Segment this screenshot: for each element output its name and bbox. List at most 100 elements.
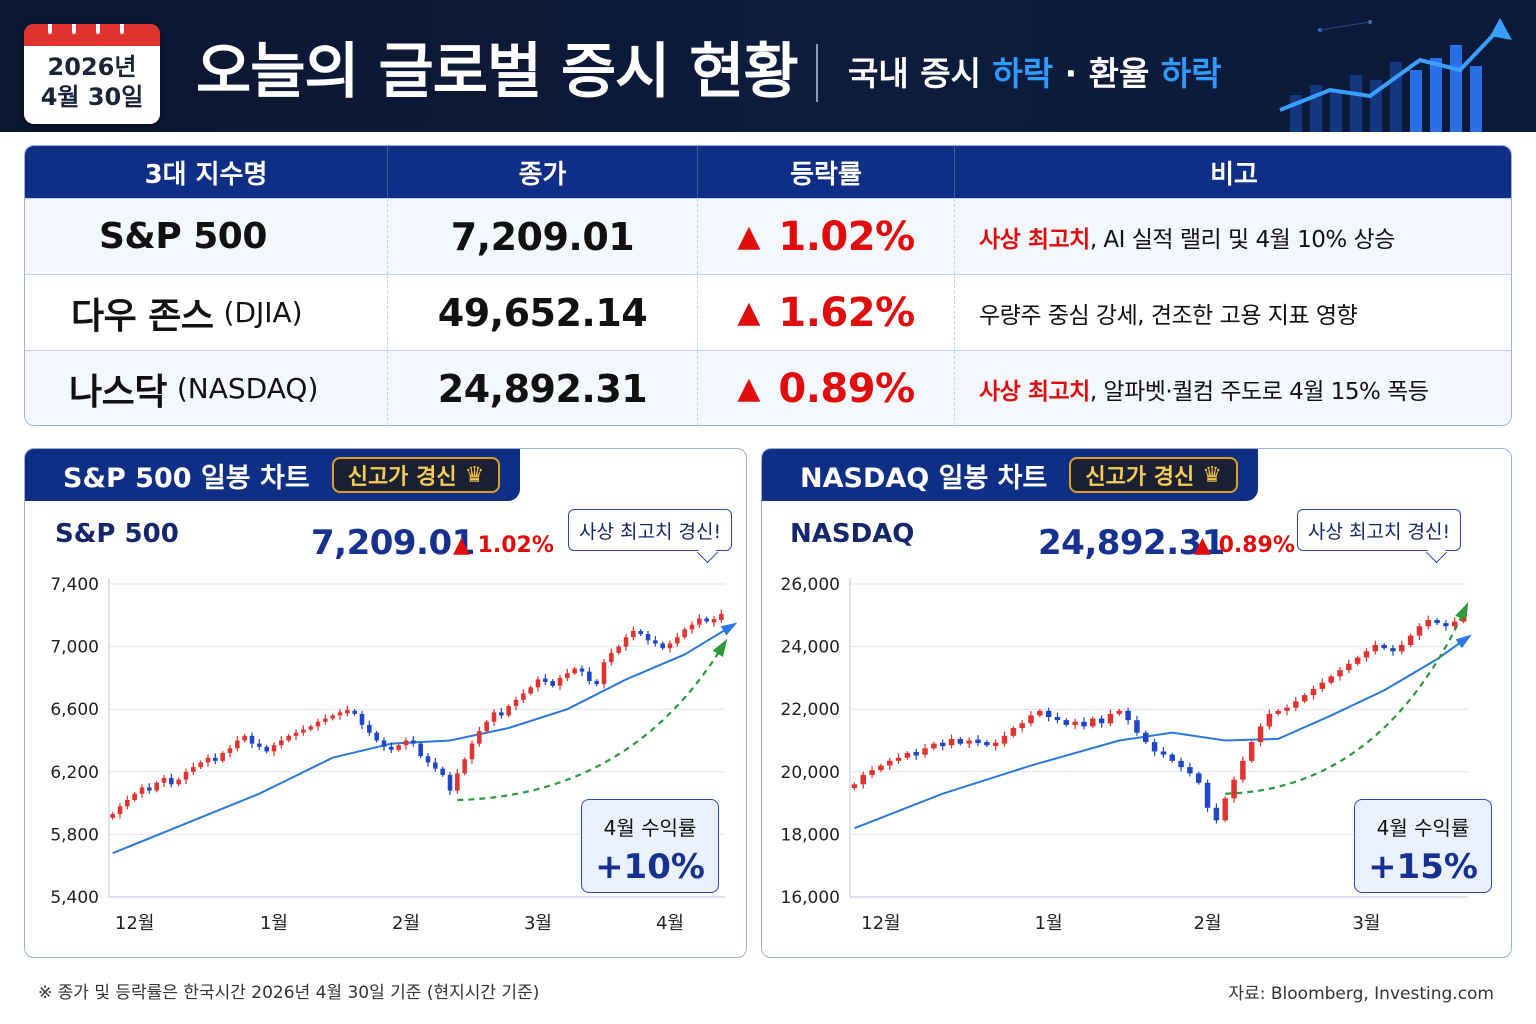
calendar-year: 2026년 (47, 53, 137, 81)
candle (491, 712, 497, 722)
x-tick-label: 4월 (656, 913, 684, 934)
x-tick-label: 1월 (1035, 913, 1063, 934)
candle (484, 721, 489, 732)
y-tick-label: 24,000 (781, 638, 840, 658)
close-cell: 7,209.01 (387, 199, 697, 274)
candle (1187, 767, 1193, 774)
new-high-badge: 신고가 경신 ♛ (331, 457, 501, 493)
x-tick-label: 4월 (1511, 913, 1512, 934)
y-tick-label: 18,000 (781, 825, 840, 845)
candle (1372, 645, 1379, 652)
page-title: 오늘의 글로벌 증시 현황 (196, 37, 799, 107)
candle (1452, 621, 1458, 627)
candle (257, 743, 262, 747)
moving-average-line (854, 639, 1465, 830)
candle (1460, 618, 1467, 622)
chart-price: 7,209.01 (311, 523, 475, 563)
candle (1337, 670, 1343, 677)
candle (176, 779, 181, 785)
y-tick-label: 16,000 (781, 888, 840, 908)
y-tick-label: 5,400 (50, 888, 99, 908)
candle (242, 735, 247, 741)
candle (396, 745, 401, 750)
ma-arrowhead (720, 622, 738, 636)
candle (528, 687, 533, 694)
index-name-cell: 나스닥 (NASDAQ) (25, 351, 387, 425)
candle (1319, 682, 1326, 689)
candle (154, 782, 159, 791)
candle (345, 709, 350, 714)
candle (860, 774, 866, 785)
subtitle-part1: 국내 증시 (848, 54, 993, 93)
chart-index-label: S&P 500 (55, 519, 179, 549)
candle (227, 748, 233, 754)
up-arrow-icon: ▲ (737, 371, 761, 406)
up-arrow-icon: ▲ (737, 295, 761, 330)
x-tick-label: 3월 (1352, 913, 1380, 934)
candle (1381, 645, 1387, 649)
candle (359, 713, 365, 725)
candle (1284, 707, 1290, 711)
candle (110, 814, 115, 818)
candle (513, 699, 519, 707)
candle (1354, 657, 1361, 664)
candle (878, 765, 884, 771)
chart-index-label: NASDAQ (790, 519, 915, 549)
source-credit: 자료: Bloomberg, Investing.com (1228, 984, 1494, 1004)
candle (638, 630, 643, 635)
candle (565, 673, 570, 678)
rising-bars-decoration (1279, 18, 1512, 132)
index-name: 나스닥 (69, 371, 167, 413)
candle (1143, 732, 1149, 743)
calendar-icon: 2026년 4월 30일 (24, 24, 160, 124)
y-tick-label: 20,000 (781, 763, 840, 783)
candle (535, 679, 541, 688)
candle (1416, 626, 1423, 636)
sp500-candlestick-chart: 7,400 7,000 6,600 6,200 5,800 5,400 12월 1월 2월 3월 4… (50, 575, 738, 934)
column-header-close: 종가 (387, 146, 697, 198)
candle (645, 634, 651, 641)
moving-average-line (112, 626, 730, 855)
return-value: +10% (595, 847, 705, 887)
candle (462, 759, 467, 774)
candle (433, 762, 438, 769)
candle (1160, 751, 1167, 755)
candle (271, 745, 277, 752)
candle (1301, 695, 1308, 702)
candle (1248, 742, 1255, 761)
change-cell: ▲ 1.62% (697, 275, 954, 350)
note-cell: 우량주 중심 강세, 견조한 고용 지표 영향 (954, 275, 1511, 350)
candle (301, 729, 306, 733)
candle (975, 739, 981, 744)
candle (1407, 635, 1414, 646)
close-value: 24,892.31 (437, 366, 648, 411)
candle (117, 806, 123, 815)
candle (330, 715, 335, 719)
candle (455, 773, 460, 791)
candle (139, 787, 145, 794)
panel-title: S&P 500 일봉 차트 (63, 462, 310, 494)
candle (1213, 807, 1220, 821)
candle (147, 787, 152, 791)
y-tick-label: 7,000 (50, 638, 99, 658)
candle (337, 712, 343, 716)
return-label: 4월 수익률 (1376, 816, 1470, 840)
candle (198, 762, 203, 768)
change-cell: ▲ 0.89% (697, 351, 954, 425)
candle (851, 784, 858, 789)
badge-label: 신고가 경신 (347, 465, 457, 490)
candle (191, 767, 196, 772)
table-row: S&P 500 7,209.01 ▲ 1.02% 사상 최고치, AI 실적 랠리… (25, 198, 1511, 274)
candle (506, 706, 511, 716)
candle (594, 681, 599, 685)
index-subname: (DJIA) (223, 296, 303, 329)
calendar-date: 4월 30일 (40, 83, 144, 111)
candle (205, 757, 211, 763)
candle (601, 662, 607, 685)
candle (1363, 651, 1370, 658)
candle (966, 740, 972, 744)
x-tick-label: 2월 (1194, 913, 1222, 934)
candle (1266, 713, 1273, 727)
crown-icon: ♛ (1202, 462, 1222, 488)
candle (869, 770, 875, 775)
